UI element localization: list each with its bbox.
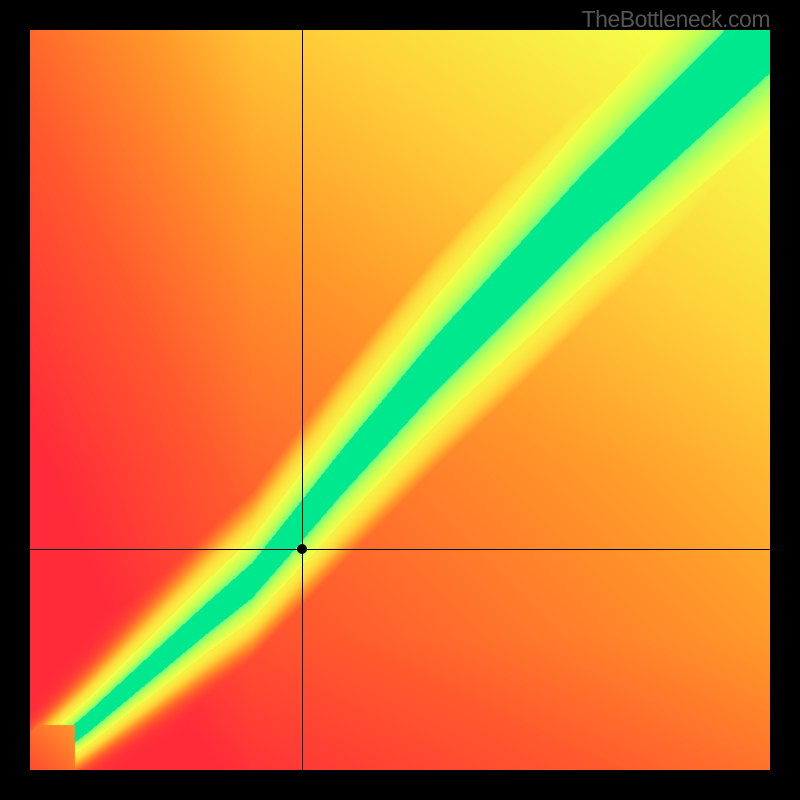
chart-container: { "watermark": "TheBottleneck.com", "cha… (0, 0, 800, 800)
watermark-text: TheBottleneck.com (582, 6, 770, 33)
heatmap-plot (30, 30, 770, 770)
heatmap-canvas (30, 30, 770, 770)
